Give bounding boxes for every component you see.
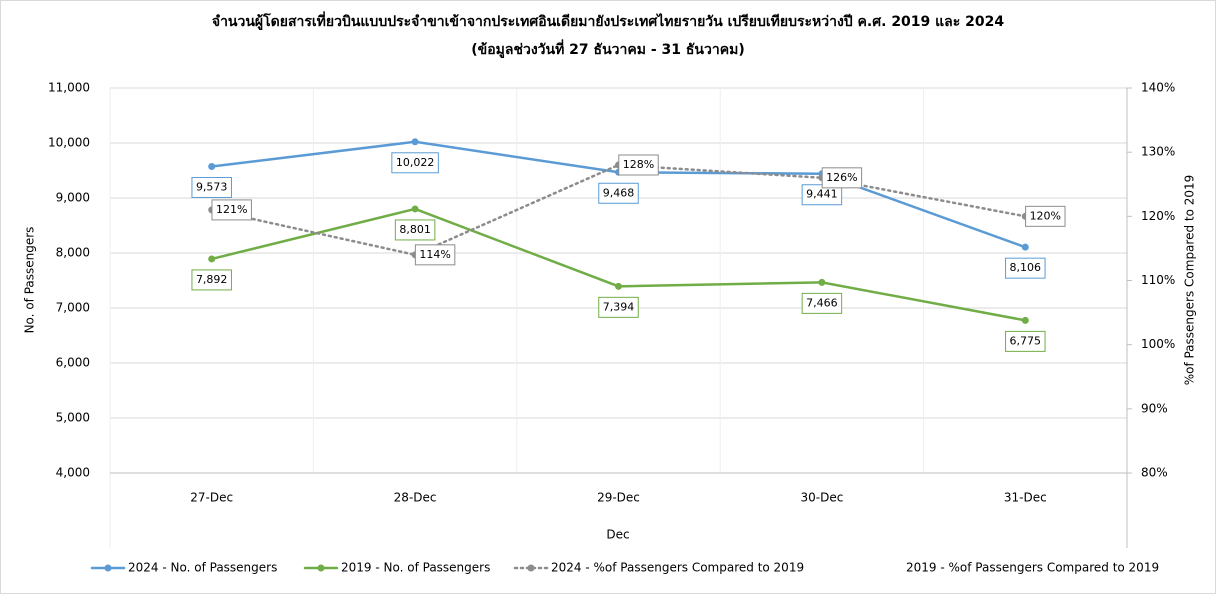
data-label: 120% — [1030, 209, 1061, 222]
data-label: 9,573 — [196, 180, 228, 193]
legend-marker — [104, 564, 112, 572]
y-tick-label: 4,000 — [56, 466, 90, 480]
point — [411, 205, 419, 213]
point — [411, 138, 419, 146]
data-label-box — [801, 292, 843, 314]
legend-label: 2019 - %of Passengers Compared to 2019 — [906, 561, 1159, 575]
point — [208, 255, 216, 263]
y2-tick-label: 120% — [1141, 209, 1175, 223]
data-label: 121% — [216, 203, 247, 216]
y-tick-label: 8,000 — [56, 246, 90, 260]
data-label-box — [1025, 205, 1066, 227]
chart-subtitle: (ข้อมูลช่วงวันที่ 27 ธันวาคม - 31 ธันวาค… — [471, 39, 744, 58]
y2-tick-label: 80% — [1141, 466, 1168, 480]
data-label: 114% — [419, 248, 450, 261]
x-tick-label: 29-Dec — [597, 491, 640, 505]
legend-label: 2024 - %of Passengers Compared to 2019 — [551, 561, 804, 575]
y2-tick-label: 100% — [1141, 337, 1175, 351]
y-tick-label: 11,000 — [48, 81, 90, 95]
y-tick-label: 6,000 — [56, 356, 90, 370]
data-label: 8,801 — [399, 223, 431, 236]
x-tick-label: 30-Dec — [800, 491, 843, 505]
data-label: 7,394 — [603, 300, 635, 313]
data-label-box — [598, 182, 639, 204]
y-tick-label: 10,000 — [48, 136, 90, 150]
point — [818, 278, 826, 286]
data-label: 6,775 — [1010, 334, 1042, 347]
data-label: 8,106 — [1010, 261, 1042, 274]
data-label-box — [1005, 257, 1046, 279]
data-label: 10,022 — [396, 156, 435, 169]
y-axis-label: No. of Passengers — [23, 227, 37, 334]
legend-marker — [317, 564, 325, 572]
y2-tick-label: 130% — [1141, 145, 1175, 159]
data-label-box — [1005, 330, 1046, 352]
y-tick-label: 5,000 — [56, 411, 90, 425]
point — [1021, 316, 1029, 324]
y2-tick-label: 90% — [1141, 401, 1168, 415]
data-label-box — [821, 167, 863, 189]
data-label-box — [191, 176, 232, 198]
data-label-box — [618, 154, 659, 176]
legend-label: 2024 - No. of Passengers — [128, 561, 277, 575]
legend-label: 2019 - No. of Passengers — [341, 561, 490, 575]
data-label: 9,441 — [806, 188, 838, 201]
x-axis-label: Dec — [606, 528, 629, 542]
legend-marker — [527, 564, 535, 572]
y2-tick-label: 110% — [1141, 273, 1175, 287]
data-label: 128% — [623, 158, 654, 171]
y2-axis-label: %of Passengers Compared to 2019 — [1183, 175, 1197, 386]
data-label-box — [414, 244, 456, 266]
point — [1021, 243, 1029, 251]
x-tick-label: 31-Dec — [1004, 491, 1047, 505]
data-label: 126% — [826, 171, 857, 184]
data-label: 7,466 — [806, 296, 838, 309]
data-label-box — [211, 199, 252, 221]
x-tick-label: 27-Dec — [190, 491, 233, 505]
y-tick-label: 7,000 — [56, 301, 90, 315]
data-label-box — [191, 269, 232, 291]
y2-tick-label: 140% — [1141, 81, 1175, 95]
data-label-box — [394, 219, 436, 241]
data-label-box — [391, 152, 439, 174]
series-line — [210, 163, 1027, 257]
y-tick-label: 9,000 — [56, 191, 90, 205]
point — [208, 162, 216, 170]
point — [615, 282, 622, 290]
data-label: 7,892 — [196, 273, 228, 286]
x-tick-label: 28-Dec — [394, 491, 437, 505]
data-label-box — [598, 296, 639, 318]
chart-title: จำนวนผู้โดยสารเที่ยวบินแบบประจำขาเข้าจาก… — [212, 11, 1005, 30]
data-label: 9,468 — [603, 186, 635, 199]
